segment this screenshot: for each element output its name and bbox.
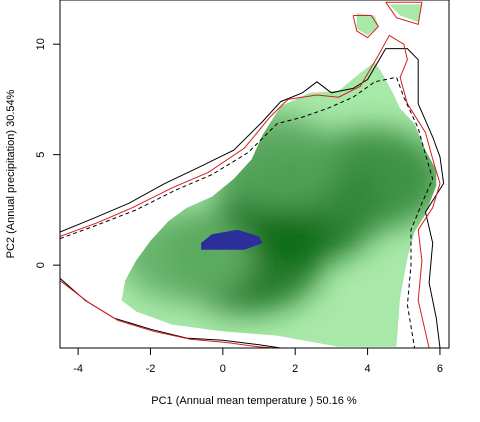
contour-line: [60, 48, 445, 348]
y-axis: 0 5 10: [35, 38, 60, 268]
contour-line: [352, 15, 380, 39]
plot-frame: [59, 0, 450, 349]
contour-line: [60, 280, 274, 348]
contour-line: [60, 34, 441, 348]
x-axis-label: PC1 (Annual mean temperature ) 50.16 %: [151, 395, 357, 407]
y-axis-label: PC2 (Annual precipitation) 30.54%: [5, 89, 17, 258]
density-island: [356, 13, 379, 36]
x-tick-label: 0: [220, 363, 226, 375]
density-surface: [121, 61, 437, 347]
contour-line: [385, 1, 423, 25]
plot-area: [60, 1, 445, 348]
x-tick-label: 2: [292, 363, 298, 375]
y-tick-label: 0: [35, 262, 47, 268]
x-tick-label: -4: [73, 363, 83, 375]
y-tick-label: 10: [35, 38, 47, 50]
density-peak: [121, 210, 253, 303]
overlap-region: [201, 229, 263, 250]
x-tick-label: 6: [437, 363, 443, 375]
x-tick-label: -2: [146, 363, 156, 375]
y-tick-label: 5: [35, 152, 47, 158]
x-tick-label: 4: [365, 363, 371, 375]
x-axis: -4 -2 0 2 4 6: [73, 348, 443, 375]
density-island: [389, 4, 422, 23]
density-peak: [204, 115, 343, 212]
